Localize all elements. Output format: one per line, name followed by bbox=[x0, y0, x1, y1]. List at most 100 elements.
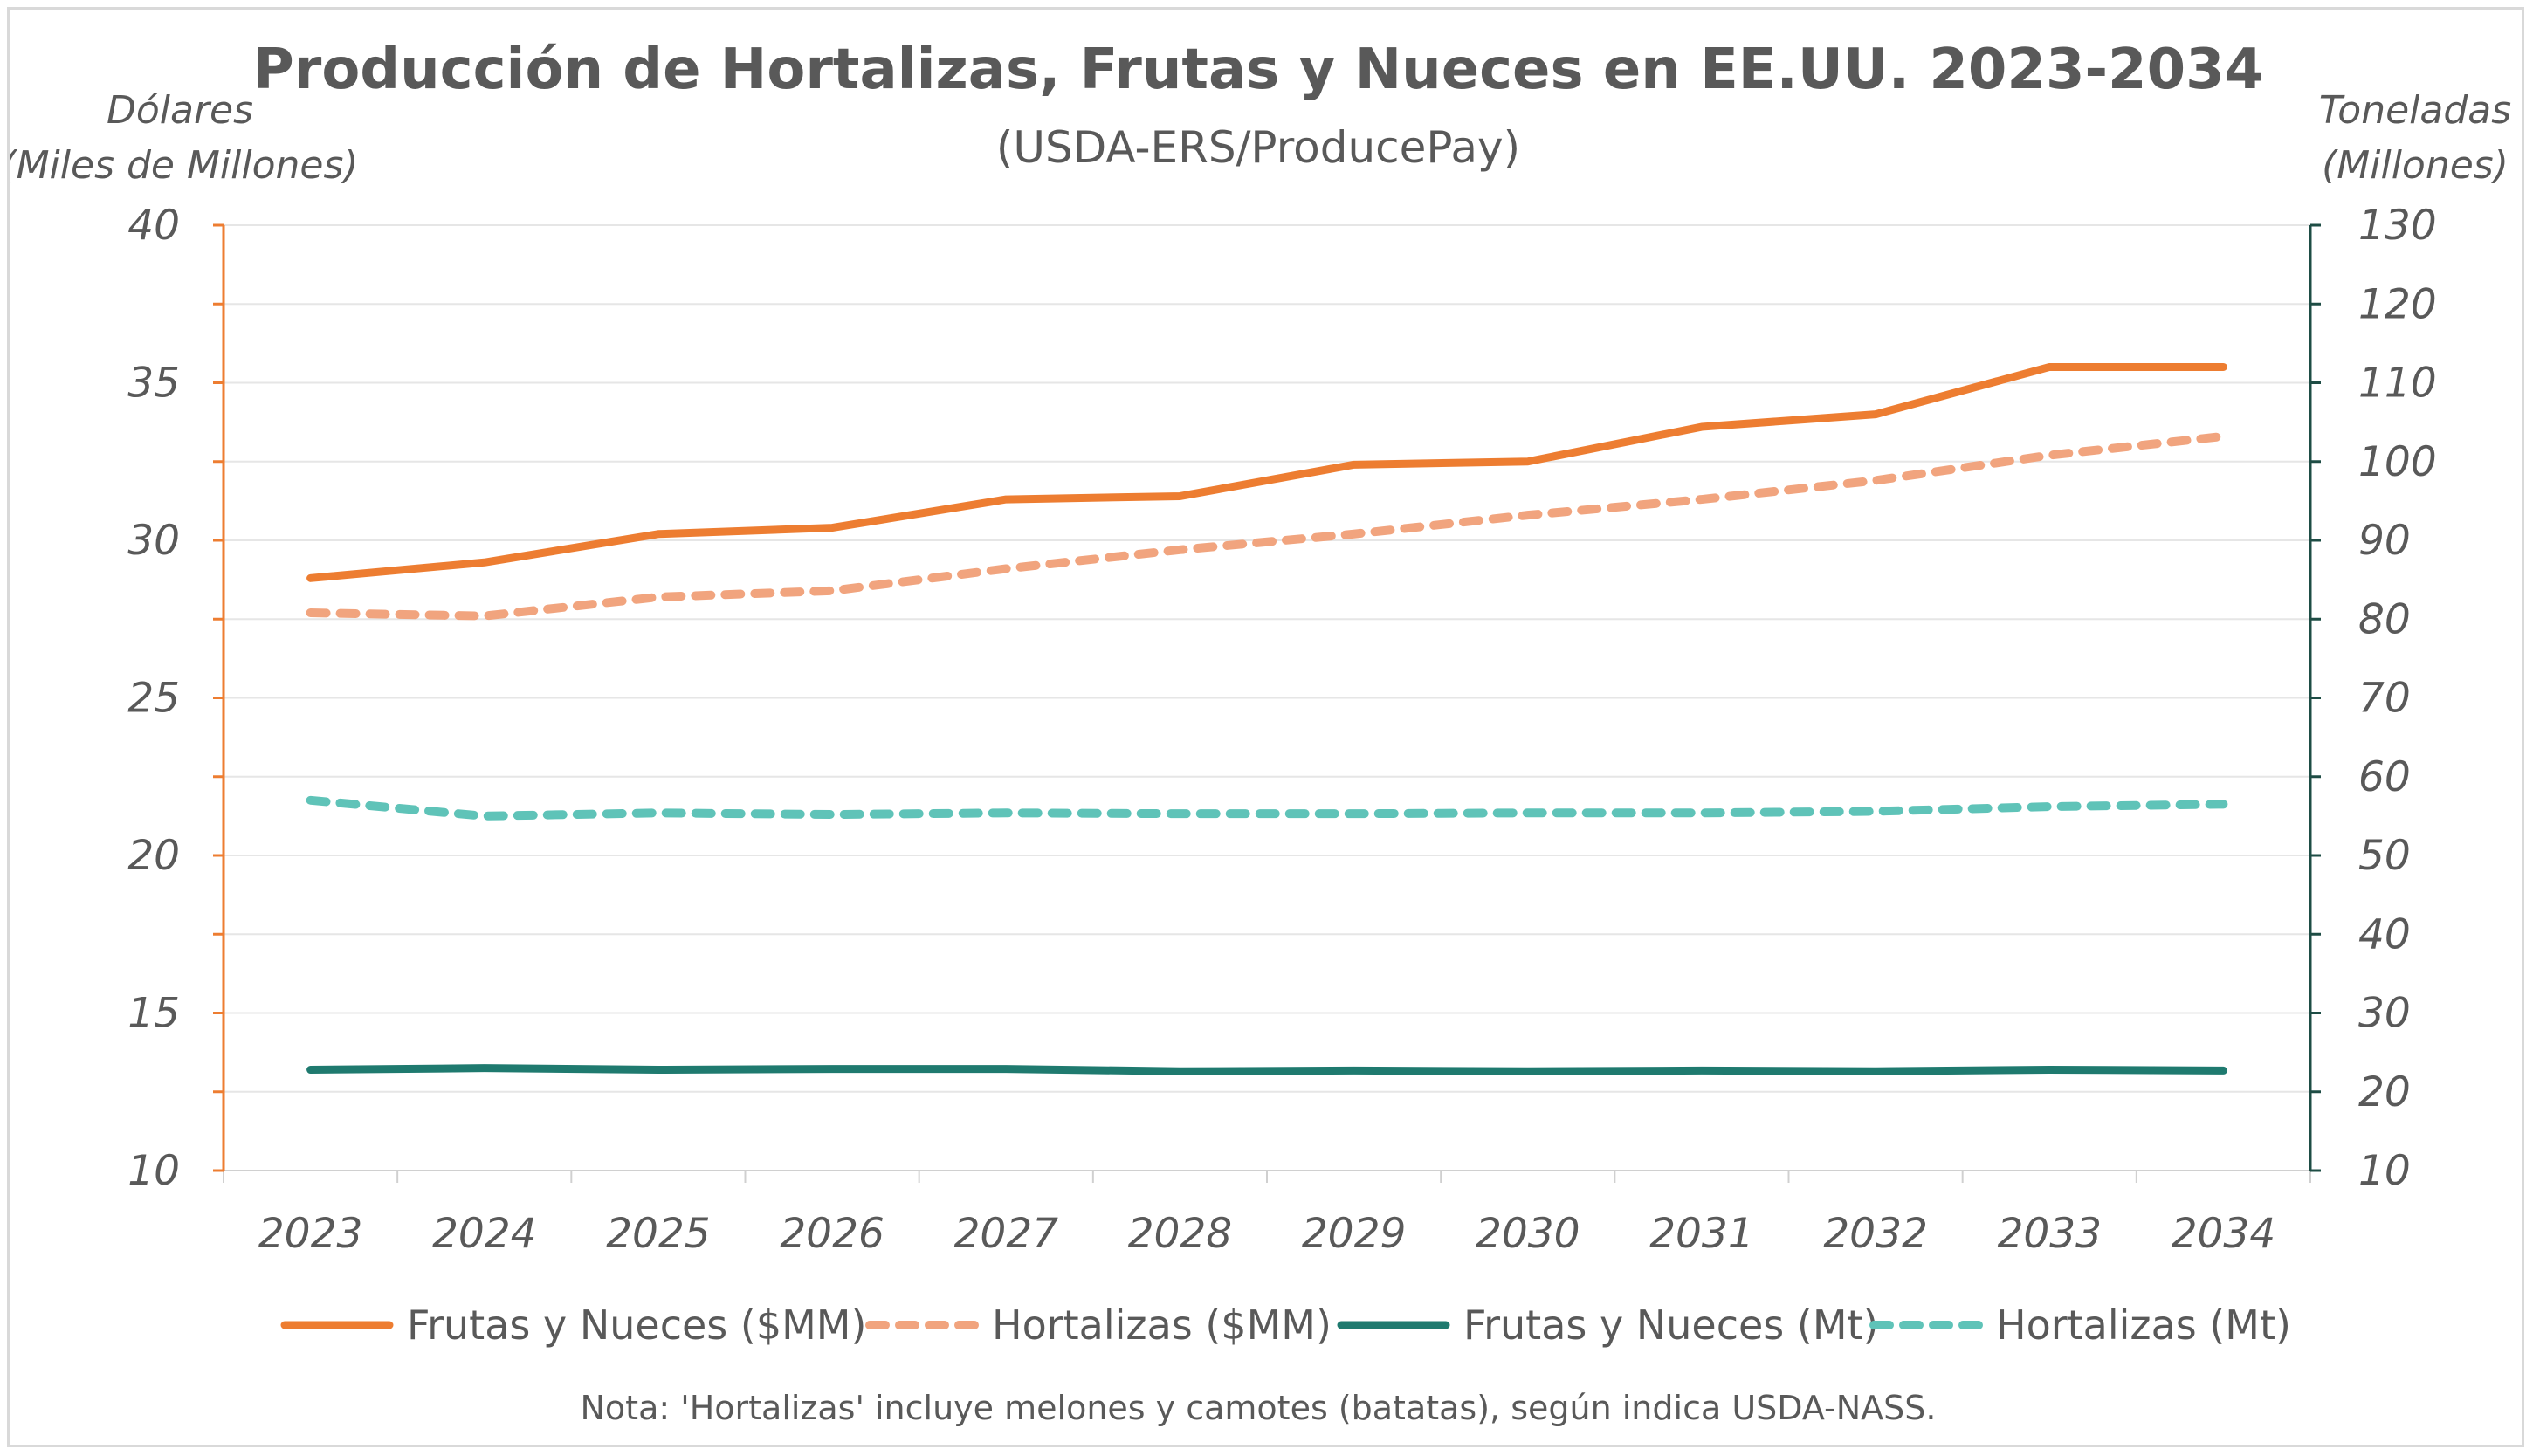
series-3-point bbox=[1179, 1070, 1180, 1072]
series-1-point bbox=[1179, 495, 1180, 497]
series-3-point bbox=[484, 1068, 485, 1069]
right-axis-tick-label: 110 bbox=[2358, 360, 2437, 408]
series-4-point bbox=[2048, 806, 2050, 807]
right-axis-tick-label: 20 bbox=[2358, 1068, 2411, 1116]
chart-note: Nota: 'Hortalizas' incluye melones y cam… bbox=[581, 1389, 1937, 1427]
axes: 2023 2024 2025 2026 2027 2028 2029 2030 2031 2032… bbox=[127, 202, 2437, 1258]
legend: Frutas y Nueces ($MM) Hortalizas ($MM) Fru… bbox=[280, 1301, 2291, 1349]
series-2-point bbox=[831, 590, 833, 592]
left-axis-tick-label: 25 bbox=[127, 675, 180, 723]
x-tick-label: 2032 bbox=[1823, 1210, 1928, 1258]
series-4-point bbox=[1353, 813, 1355, 814]
series-4-point bbox=[831, 814, 833, 815]
series-1-point bbox=[2048, 366, 2050, 367]
legend-label: Frutas y Nueces (Mt) bbox=[1463, 1301, 1879, 1349]
chart-title: Producción de Hortalizas, Frutas y Nuece… bbox=[253, 38, 2263, 102]
series-4-point bbox=[1005, 812, 1007, 814]
series-2-point bbox=[1005, 567, 1007, 569]
series-2-point bbox=[484, 615, 485, 617]
series-3-point bbox=[1875, 1070, 1876, 1072]
right-axis-tick-label: 130 bbox=[2358, 202, 2437, 250]
series-4-point bbox=[484, 815, 485, 817]
right-axis-tick-label: 60 bbox=[2358, 753, 2411, 801]
left-axis-tick-label: 15 bbox=[127, 990, 180, 1038]
x-tick-label: 2033 bbox=[1997, 1210, 2102, 1258]
series-3-point bbox=[1701, 1069, 1703, 1071]
left-axis-title-line2: (Miles de Millones) bbox=[10, 143, 359, 188]
series-4-point bbox=[657, 812, 659, 814]
x-tick-label: 2031 bbox=[1649, 1210, 1754, 1258]
left-axis-title-line1: Dólares bbox=[107, 88, 253, 133]
series-3-point bbox=[2048, 1068, 2050, 1070]
right-axis-tick-label: 70 bbox=[2358, 675, 2411, 723]
series-1-point bbox=[1527, 461, 1529, 463]
series-2-point bbox=[2222, 436, 2224, 437]
series-1-point bbox=[1701, 426, 1703, 428]
right-axis-title-line1: Toneladas bbox=[2319, 88, 2511, 133]
series-2-point bbox=[2048, 455, 2050, 457]
series-4-point bbox=[1527, 812, 1529, 814]
series-1-point bbox=[1353, 464, 1355, 465]
x-tick-label: 2030 bbox=[1476, 1210, 1580, 1258]
series-4-point bbox=[1875, 810, 1876, 812]
series-4-point bbox=[310, 800, 312, 801]
left-axis-tick-label: 35 bbox=[127, 360, 180, 408]
gridlines bbox=[224, 224, 2310, 1093]
series-line-2 bbox=[306, 431, 2228, 621]
x-tick-label: 2029 bbox=[1302, 1210, 1407, 1258]
left-axis-tick-label: 30 bbox=[127, 517, 180, 565]
right-axis-tick-label: 80 bbox=[2358, 595, 2411, 643]
right-axis-tick-label: 100 bbox=[2358, 438, 2437, 486]
series-3-point bbox=[310, 1068, 312, 1070]
series-2-point bbox=[657, 596, 659, 598]
series-4-point bbox=[1179, 813, 1180, 814]
left-axis-tick-label: 20 bbox=[127, 832, 180, 880]
chart-subtitle: (USDA-ERS/ProducePay) bbox=[996, 122, 1520, 173]
right-axis-tick-label: 10 bbox=[2358, 1147, 2411, 1195]
series-4-point bbox=[1701, 812, 1703, 814]
series-1-point bbox=[1005, 498, 1007, 500]
series-line-3 bbox=[306, 1064, 2227, 1075]
right-axis-tick-label: 120 bbox=[2358, 280, 2437, 328]
series-3-point bbox=[1005, 1068, 1007, 1070]
x-tick-label: 2028 bbox=[1128, 1210, 1233, 1258]
series-2-point bbox=[1179, 549, 1180, 551]
x-tick-label: 2026 bbox=[780, 1210, 884, 1258]
series-1-point bbox=[1875, 414, 1876, 416]
legend-label: Hortalizas ($MM) bbox=[992, 1301, 1332, 1349]
series-3-point bbox=[657, 1068, 659, 1070]
series-3-point bbox=[1353, 1069, 1355, 1071]
series-3-point bbox=[2222, 1069, 2224, 1071]
series-4-point bbox=[2222, 803, 2224, 805]
x-tick-label: 2027 bbox=[953, 1210, 1058, 1258]
right-axis-tick-label: 40 bbox=[2358, 910, 2411, 958]
series-line-1 bbox=[306, 362, 2227, 582]
series-2-point bbox=[1875, 479, 1876, 481]
series-1-point bbox=[310, 577, 312, 579]
series-1-point bbox=[2222, 366, 2224, 367]
left-axis-tick-label: 40 bbox=[127, 202, 180, 250]
legend-label: Hortalizas (Mt) bbox=[1996, 1301, 2291, 1349]
chart-frame: Producción de Hortalizas, Frutas y Nuece… bbox=[1, 7, 2524, 1447]
right-axis-tick-label: 50 bbox=[2358, 832, 2411, 880]
series-1-point bbox=[657, 533, 659, 535]
series-lines bbox=[306, 362, 2228, 1075]
series-2-point bbox=[1527, 514, 1529, 516]
right-axis-tick-label: 90 bbox=[2358, 517, 2411, 565]
series-line-4 bbox=[306, 795, 2228, 821]
x-tick-label: 2034 bbox=[2172, 1210, 2276, 1258]
series-3-point bbox=[1527, 1070, 1529, 1072]
right-axis-tick-label: 30 bbox=[2358, 990, 2411, 1038]
series-1-point bbox=[484, 561, 485, 563]
series-1-point bbox=[831, 527, 833, 529]
series-2-point bbox=[1353, 533, 1355, 535]
series-3-point bbox=[831, 1068, 833, 1070]
series-2-point bbox=[1701, 498, 1703, 500]
x-tick-label: 2023 bbox=[258, 1210, 363, 1258]
legend-label: Frutas y Nueces ($MM) bbox=[407, 1301, 866, 1349]
left-axis-tick-label: 10 bbox=[127, 1147, 180, 1195]
x-tick-label: 2025 bbox=[606, 1210, 711, 1258]
chart-svg: Producción de Hortalizas, Frutas y Nuece… bbox=[1, 38, 2511, 1427]
series-2-point bbox=[310, 612, 312, 614]
right-axis-title-line2: (Millones) bbox=[2322, 143, 2509, 188]
